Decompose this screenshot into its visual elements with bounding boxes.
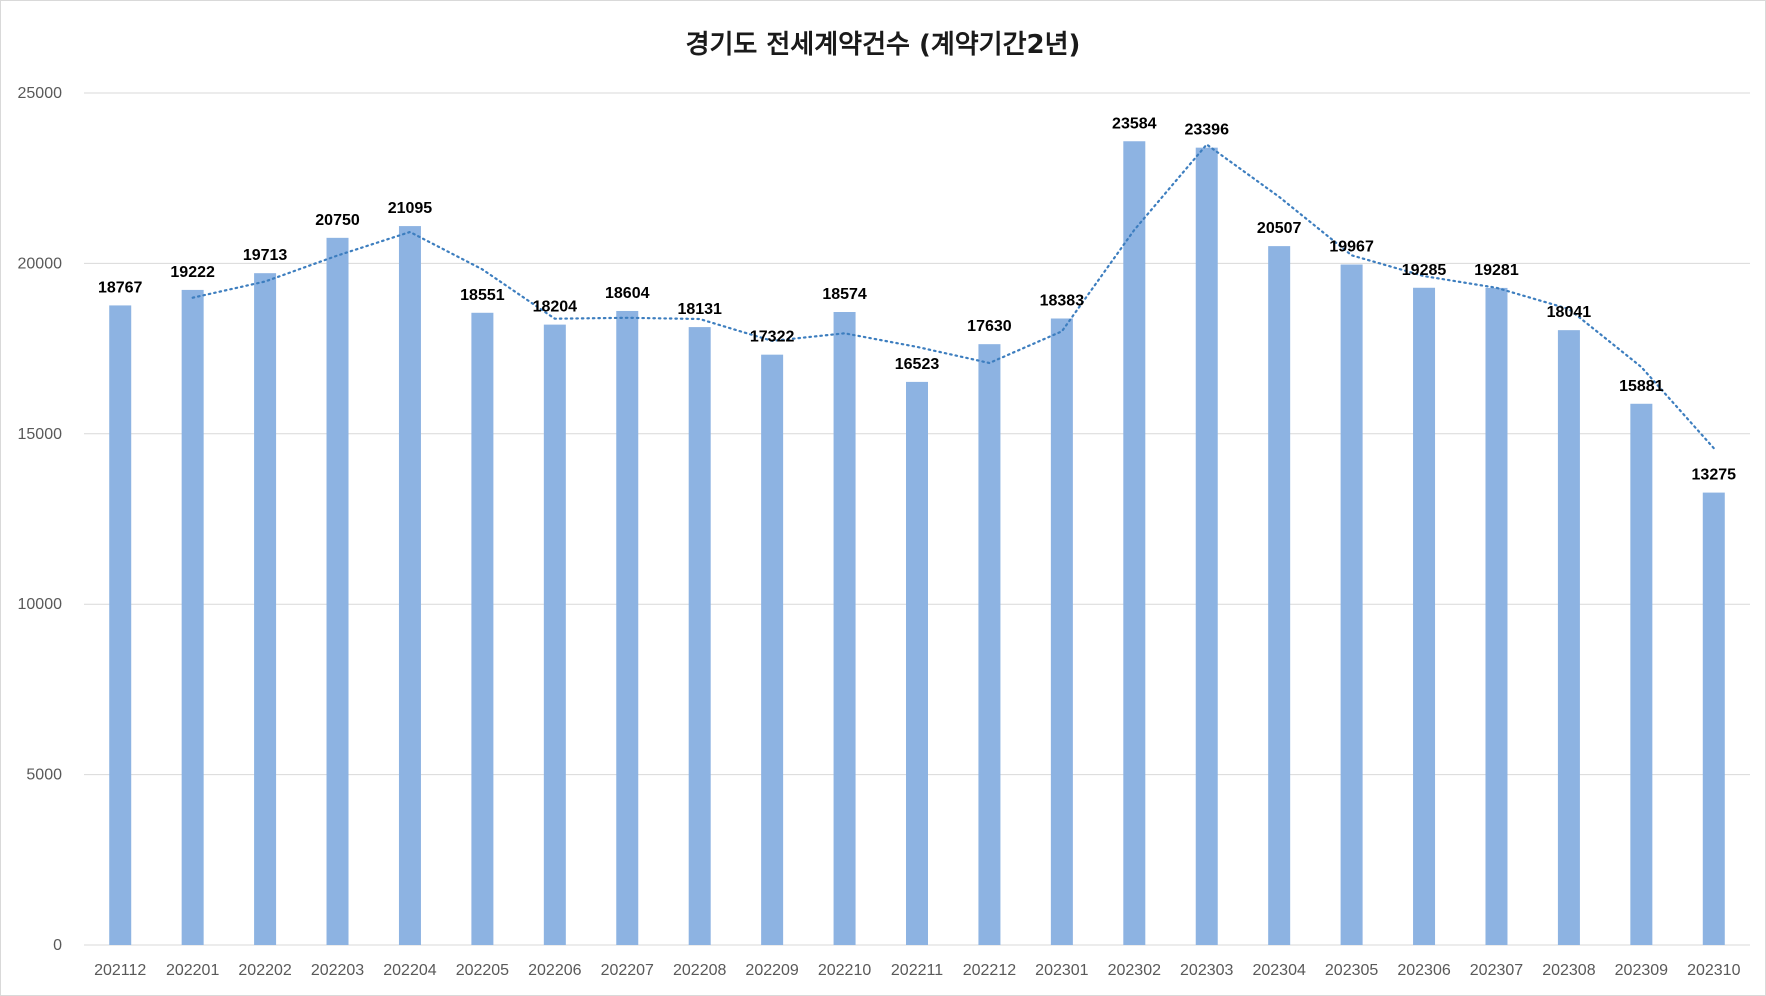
- data-label: 18383: [1040, 293, 1085, 310]
- bar: [688, 327, 711, 945]
- bar: [906, 381, 928, 946]
- bar: [1630, 403, 1653, 945]
- data-label: 18041: [1547, 304, 1592, 321]
- data-label: 19285: [1402, 262, 1447, 279]
- x-tick-label: 202201: [166, 962, 219, 979]
- x-tick-label: 202212: [963, 962, 1016, 979]
- data-label: 17322: [750, 329, 795, 346]
- data-label: 23584: [1112, 115, 1157, 132]
- data-label: 18604: [605, 285, 650, 302]
- x-tick-label: 202302: [1108, 962, 1161, 979]
- data-label: 20507: [1257, 220, 1302, 237]
- x-tick-label: 202112: [94, 962, 146, 979]
- data-label: 21095: [388, 200, 433, 217]
- x-tick-label: 202203: [311, 962, 364, 979]
- x-axis-ticks: 202112 202201 202202 202203 202204 202205 2022…: [94, 962, 1740, 979]
- bar: [978, 344, 1001, 946]
- data-labels: 18767 19222 19713 20750 21095 18551 18204 18604…: [98, 115, 1736, 483]
- x-tick-label: 202209: [745, 962, 798, 979]
- data-label: 18574: [822, 286, 867, 303]
- data-label: 15881: [1619, 378, 1664, 395]
- x-tick-label: 202305: [1325, 962, 1378, 979]
- y-tick-label: 25000: [18, 85, 63, 102]
- x-tick-label: 202202: [238, 962, 291, 979]
- x-tick-label: 202204: [383, 962, 436, 979]
- trendline-group: [191, 143, 1715, 450]
- x-tick-label: 202307: [1470, 962, 1523, 979]
- data-label: 18131: [677, 301, 722, 318]
- bar: [398, 226, 421, 945]
- x-tick-label: 202308: [1542, 962, 1595, 979]
- bar: [109, 305, 132, 945]
- data-label: 18551: [460, 287, 505, 304]
- chart-title: 경기도 전세계약건수 (계약기간2년): [685, 30, 1081, 60]
- y-tick-label: 5000: [26, 767, 62, 784]
- bar: [833, 311, 856, 946]
- data-label: 19281: [1474, 262, 1519, 279]
- x-tick-label: 202211: [891, 962, 943, 979]
- x-tick-label: 202309: [1615, 962, 1668, 979]
- bar: [543, 324, 566, 945]
- x-tick-label: 202207: [601, 962, 654, 979]
- data-label: 18204: [533, 299, 578, 316]
- bar: [1123, 141, 1146, 946]
- y-tick-label: 0: [53, 937, 62, 954]
- y-tick-label: 15000: [18, 426, 63, 443]
- x-tick-label: 202206: [528, 962, 581, 979]
- data-label: 20750: [315, 212, 360, 229]
- x-tick-label: 202205: [456, 962, 509, 979]
- x-tick-label: 202210: [818, 962, 871, 979]
- x-tick-label: 202303: [1180, 962, 1233, 979]
- data-label: 16523: [895, 356, 940, 373]
- bar: [1195, 147, 1218, 946]
- bar: [326, 237, 349, 946]
- data-label: 19713: [243, 247, 288, 264]
- data-label: 19222: [170, 264, 215, 281]
- data-label: 23396: [1184, 122, 1229, 139]
- bar: [1485, 287, 1508, 945]
- y-tick-label: 10000: [18, 596, 63, 613]
- x-tick-label: 202310: [1687, 962, 1740, 979]
- y-axis-ticks: 0 5000 10000 15000 20000 25000: [18, 85, 63, 954]
- data-label: 17630: [967, 318, 1012, 335]
- bar: [616, 310, 639, 945]
- x-tick-label: 202301: [1035, 962, 1088, 979]
- data-label: 19967: [1329, 239, 1374, 256]
- y-tick-label: 20000: [18, 255, 63, 272]
- x-tick-label: 202208: [673, 962, 726, 979]
- data-label: 18767: [98, 279, 143, 296]
- bar: [181, 289, 204, 945]
- x-tick-label: 202306: [1397, 962, 1450, 979]
- x-tick-label: 202304: [1252, 962, 1305, 979]
- bar: [1557, 330, 1580, 945]
- bar: [1340, 264, 1363, 945]
- bar: [1413, 287, 1436, 945]
- bar: [254, 273, 277, 945]
- bar: [1702, 492, 1725, 945]
- bar: [471, 312, 494, 945]
- data-label: 13275: [1692, 467, 1737, 484]
- bar: [1050, 318, 1073, 946]
- bar: [761, 354, 784, 945]
- trendline: [191, 143, 1715, 450]
- bars: [109, 141, 1725, 946]
- bar: [1268, 246, 1291, 945]
